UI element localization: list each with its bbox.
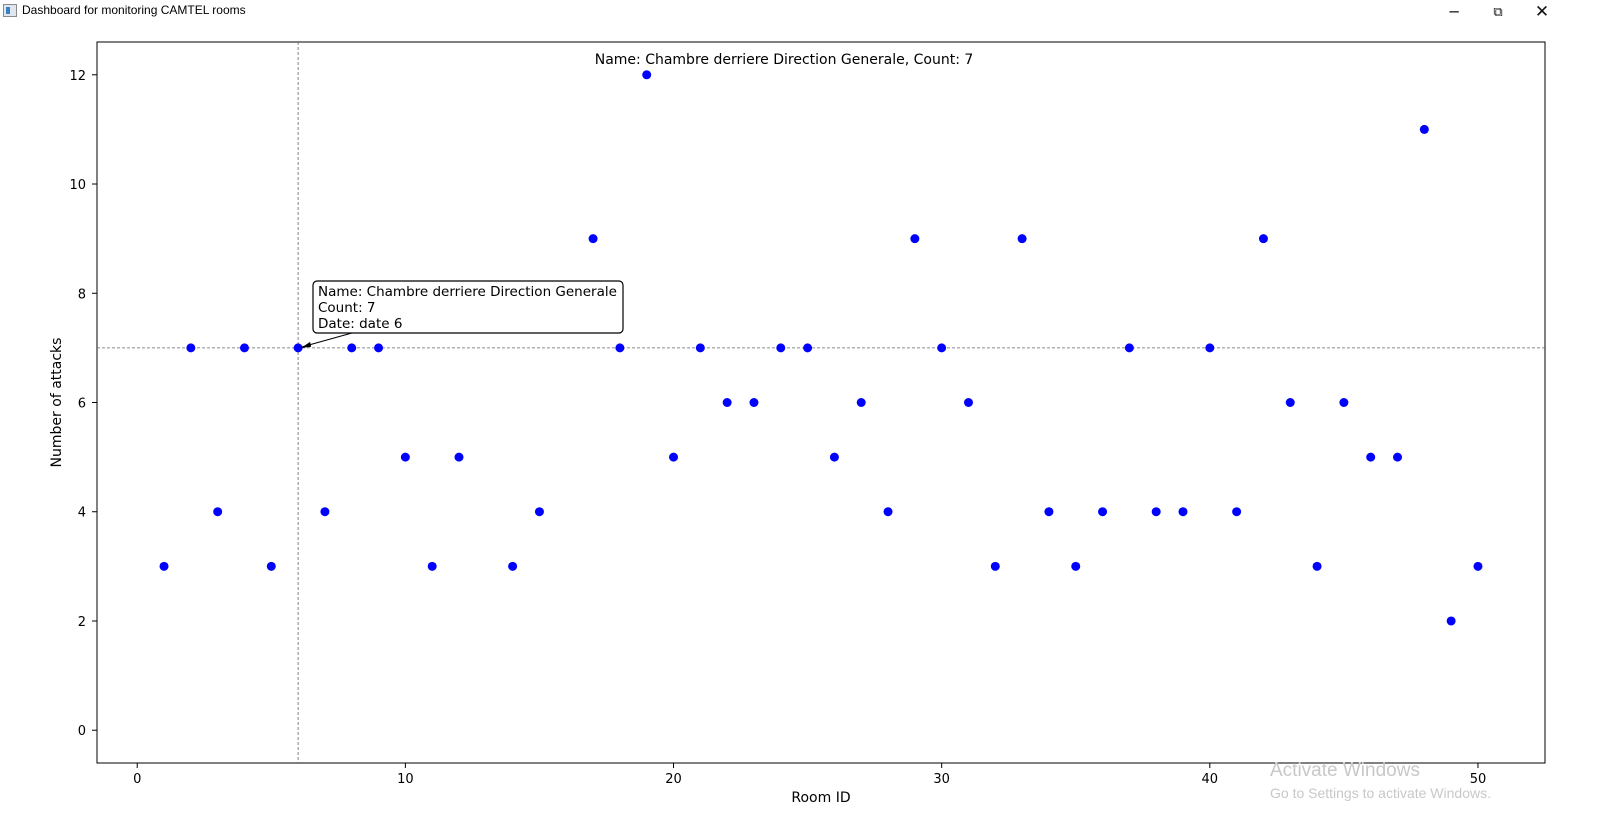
data-point [1393,452,1403,462]
data-point [1232,507,1242,517]
data-point [883,507,893,517]
minimize-button[interactable]: ─ [1449,3,1459,21]
data-point [400,452,410,462]
watermark-subtitle: Go to Settings to activate Windows. [1270,785,1491,801]
annotation-line: Date: date 6 [318,316,402,332]
x-tick-label: 10 [397,772,414,787]
data-point [829,452,839,462]
data-point [1017,234,1027,244]
data-point [1366,452,1376,462]
y-tick-label: 2 [78,615,86,630]
data-point [1473,561,1483,571]
data-point [776,343,786,353]
data-point [990,561,1000,571]
data-point [320,507,330,517]
x-tick-label: 20 [665,772,682,787]
close-button[interactable]: ✕ [1534,2,1550,22]
data-point [186,343,196,353]
axis-ticks: 0 10 20 30 40 50 0 2 4 6 8 10 12 [69,69,1486,787]
annotation-line: Name: Chambre derriere Direction General… [318,284,617,300]
y-axis-label: Number of attacks [49,338,65,468]
x-tick-label: 40 [1202,772,1219,787]
data-point [508,561,518,571]
data-point [722,398,732,407]
chart-title: Name: Chambre derriere Direction General… [595,52,974,68]
data-point [749,398,759,407]
window-title: Dashboard for monitoring CAMTEL rooms [22,3,246,17]
data-point [427,561,437,571]
data-point [937,343,947,353]
data-point [1098,507,1108,517]
data-point [266,561,276,571]
data-point [534,507,544,517]
x-tick-label: 0 [133,772,141,787]
data-point [239,343,249,353]
watermark-title: Activate Windows [1270,760,1420,781]
data-point [293,343,303,353]
data-point [588,234,598,244]
data-point [213,507,223,517]
y-tick-label: 8 [78,287,86,302]
data-point [803,343,813,353]
x-tick-label: 30 [933,772,950,787]
data-point [910,234,920,244]
data-point [1151,507,1161,517]
x-axis-label: Room ID [791,790,850,806]
annotation-arrowhead [301,341,312,348]
data-point [642,70,652,80]
y-tick-label: 4 [78,506,86,521]
y-tick-label: 6 [78,397,86,412]
data-point [669,452,679,462]
data-point [1446,616,1456,626]
point-annotation: Name: Chambre derriere Direction General… [301,280,624,348]
data-point [695,343,705,353]
data-point [615,343,625,353]
data-point [1044,507,1054,517]
data-point [1071,561,1081,571]
data-point [1339,398,1349,407]
data-point [1419,124,1429,134]
data-point [347,343,357,353]
data-point [1178,507,1188,517]
app-window-icon [3,4,17,17]
title-bar[interactable]: Dashboard for monitoring CAMTEL rooms ─ … [0,0,1600,24]
data-point [454,452,464,462]
y-tick-label: 10 [69,178,86,193]
x-tick-label: 50 [1470,772,1487,787]
data-point [856,398,866,407]
data-points [159,70,1483,626]
data-point [374,343,384,353]
data-point [1205,343,1215,353]
y-tick-label: 12 [69,69,86,84]
activate-windows-watermark: Activate Windows Go to Settings to activ… [1270,760,1491,804]
annotation-line: Count: 7 [318,300,376,316]
crosshair [97,42,1545,763]
data-point [1124,343,1134,353]
data-point [963,398,973,407]
data-point [1285,398,1295,407]
data-point [1258,234,1268,244]
data-point [159,561,169,571]
y-tick-label: 0 [78,724,86,739]
data-point [1312,561,1322,571]
restore-button[interactable]: ⧉ [1493,4,1503,20]
annotation-box [312,280,624,334]
plot-area[interactable] [96,41,1546,764]
